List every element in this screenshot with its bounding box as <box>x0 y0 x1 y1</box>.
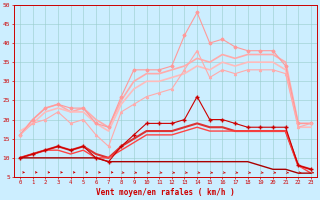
X-axis label: Vent moyen/en rafales ( km/h ): Vent moyen/en rafales ( km/h ) <box>96 188 235 197</box>
